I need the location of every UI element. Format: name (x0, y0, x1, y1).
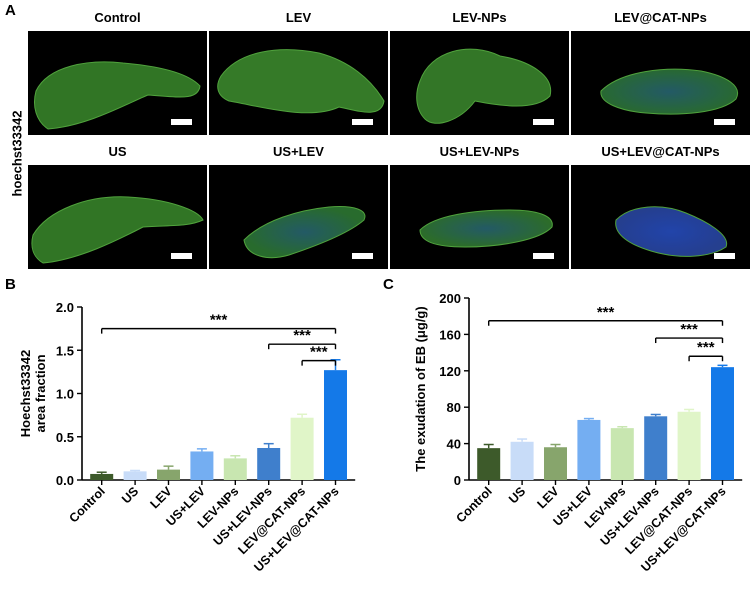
significance-label: *** (293, 327, 311, 344)
y-tick-label: 1.5 (56, 343, 74, 358)
bar (677, 411, 701, 480)
tissue-section (31, 196, 204, 264)
micrograph-image (571, 165, 750, 269)
scale-bar (714, 253, 735, 259)
y-tick-label: 2.0 (56, 300, 74, 315)
micrograph-title: US (108, 144, 127, 159)
chart-eb-exudation: 0 40 80 120 160 200 The exudation of EB (μg/g)… (413, 291, 743, 575)
y-tick-label: 0.0 (56, 473, 74, 488)
significance-label: *** (210, 312, 228, 329)
bar (711, 367, 734, 480)
micrograph-image (28, 31, 207, 135)
panel-label-a: A (5, 2, 16, 19)
y-axis-label: Hoechst33342 (18, 350, 33, 437)
bar (510, 441, 534, 480)
significance-label: *** (680, 321, 698, 338)
tissue-section (419, 209, 553, 248)
y-tick-label: 80 (447, 400, 461, 415)
bar (123, 471, 147, 480)
tissue-section (243, 206, 366, 259)
y-tick-label: 120 (439, 364, 461, 379)
tissue-section (34, 61, 201, 130)
micrograph-image (390, 165, 569, 269)
significance-label: *** (697, 339, 715, 356)
scale-bar (352, 253, 373, 259)
stain-label: hoechst33342 (9, 110, 25, 197)
micrograph-title: US+LEV (273, 144, 324, 159)
bar (290, 417, 314, 480)
y-tick-label: 1.0 (56, 387, 74, 402)
scale-bar (171, 253, 192, 259)
scale-bar (352, 119, 373, 125)
bar (324, 370, 347, 480)
micrograph-title: LEV@CAT-NPs (614, 10, 707, 25)
x-tick-label: US (506, 484, 528, 506)
tissue-section (416, 48, 552, 124)
micrograph-title: US+LEV@CAT-NPs (601, 144, 720, 159)
tissue-section (615, 206, 728, 257)
micrograph-image (209, 165, 388, 269)
bar (223, 458, 247, 480)
chart-hoechst-area-fraction: 0.0 0.5 1.0 1.5 2.0 Hoechst33342 area fraction… (18, 300, 356, 575)
y-tick-label: 40 (447, 437, 461, 452)
micrograph-title: LEV (285, 10, 312, 25)
micrograph-title: Control (94, 10, 141, 25)
bar (644, 416, 668, 480)
bar (90, 473, 114, 480)
panel-label-c: C (383, 276, 394, 293)
y-tick-label: 200 (439, 291, 461, 306)
tissue-section (600, 68, 739, 115)
bar (190, 451, 214, 480)
micrograph-title: LEV-NPs (452, 10, 507, 25)
y-axis-label: The exudation of EB (μg/g) (413, 306, 428, 471)
panel-label-b: B (5, 276, 16, 293)
x-tick-label: Control (66, 484, 107, 525)
y-tick-label: 0 (454, 473, 461, 488)
y-tick-label: 160 (439, 327, 461, 342)
scale-bar (533, 253, 554, 259)
x-tick-label: LEV (148, 484, 176, 512)
y-axis-label: area fraction (33, 354, 48, 432)
x-tick-label: Control (453, 484, 494, 525)
micrograph-image (209, 31, 388, 135)
bar (477, 448, 501, 480)
scale-bar (171, 119, 192, 125)
micrograph-title: US+LEV-NPs (439, 144, 520, 159)
x-tick-label: LEV (535, 484, 563, 512)
scale-bar (533, 119, 554, 125)
bar (544, 447, 567, 480)
significance-label: *** (310, 344, 328, 361)
bar (577, 419, 601, 480)
bar (157, 469, 180, 480)
tissue-section (217, 49, 385, 114)
micrograph-image (28, 165, 207, 269)
bar (257, 447, 281, 480)
scale-bar (714, 119, 735, 125)
micrograph-image (571, 31, 750, 135)
x-tick-label: US (119, 484, 141, 506)
significance-label: *** (597, 304, 615, 321)
y-tick-label: 0.5 (56, 430, 74, 445)
bar (610, 428, 634, 480)
micrograph-image (390, 31, 569, 135)
